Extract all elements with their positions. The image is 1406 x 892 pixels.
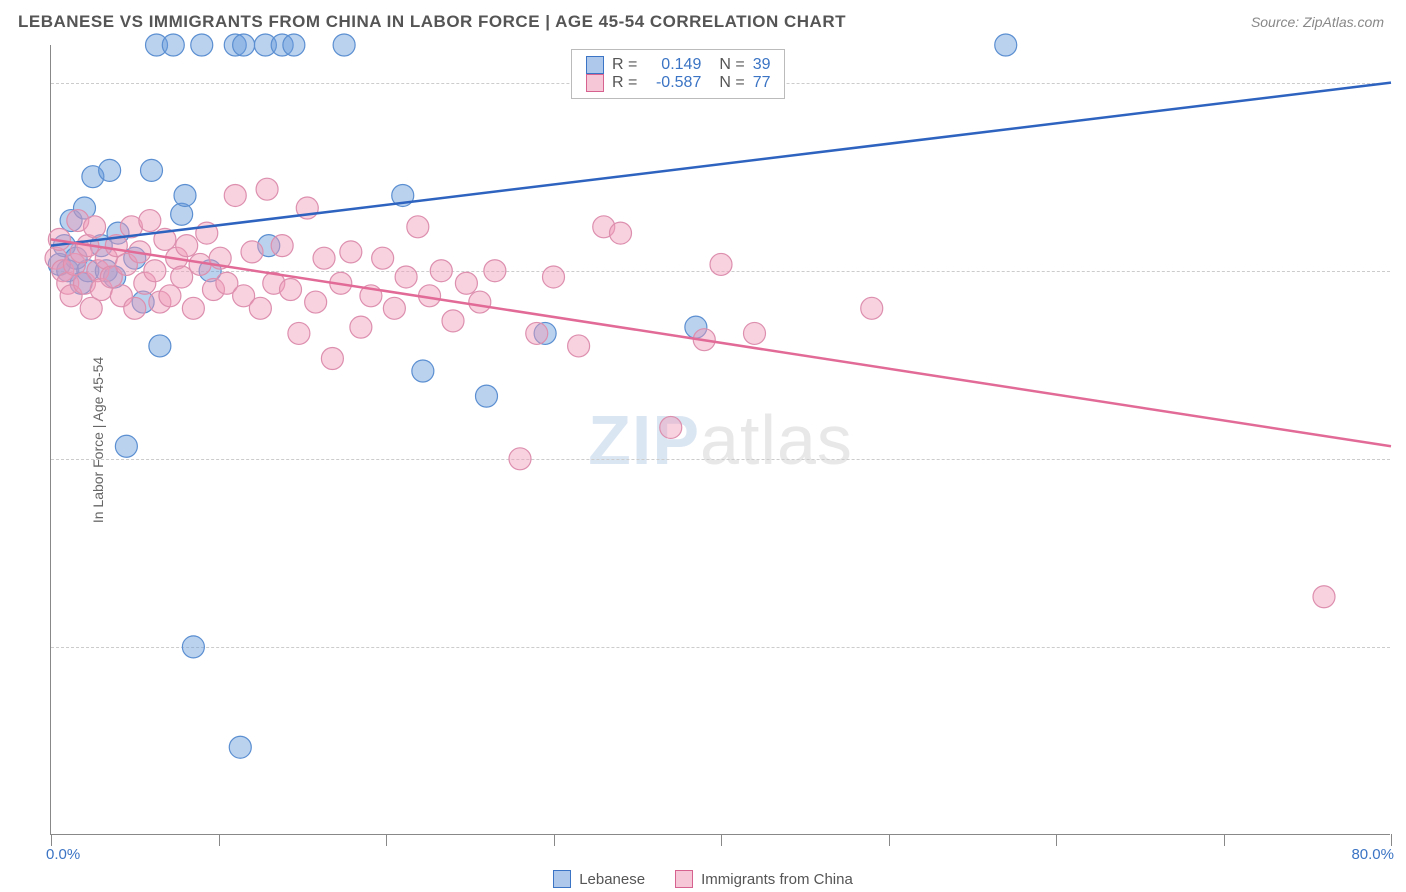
data-point: [176, 235, 198, 257]
data-point: [149, 335, 171, 357]
data-point: [159, 285, 181, 307]
data-point: [476, 385, 498, 407]
data-point: [407, 216, 429, 238]
data-point: [162, 34, 184, 56]
y-tick-label: 70.0%: [1398, 451, 1406, 468]
swatch-icon: [675, 870, 693, 888]
data-point: [249, 297, 271, 319]
x-axis-start-label: 0.0%: [46, 846, 80, 863]
data-point: [610, 222, 632, 244]
data-point: [333, 34, 355, 56]
data-point: [1313, 586, 1335, 608]
data-point: [313, 247, 335, 269]
data-point: [283, 34, 305, 56]
x-tick: [554, 834, 555, 846]
data-point: [484, 260, 506, 282]
data-point: [99, 159, 121, 181]
data-point: [469, 291, 491, 313]
data-point: [861, 297, 883, 319]
x-tick: [1224, 834, 1225, 846]
x-axis-end-label: 80.0%: [1351, 846, 1394, 863]
data-point: [256, 178, 278, 200]
data-point: [442, 310, 464, 332]
data-point: [84, 216, 106, 238]
data-point: [372, 247, 394, 269]
x-tick: [51, 834, 52, 846]
y-tick-label: 55.0%: [1398, 639, 1406, 656]
data-point: [744, 322, 766, 344]
data-point: [710, 253, 732, 275]
y-axis-title: In Labor Force | Age 45-54: [90, 356, 106, 522]
plot-area: ZIPatlas 55.0%70.0%85.0%100.0% R = 0.149…: [50, 45, 1390, 835]
x-tick: [721, 834, 722, 846]
legend-item-lebanese: Lebanese: [553, 870, 645, 888]
data-point: [509, 448, 531, 470]
data-point: [233, 34, 255, 56]
trend-line: [51, 83, 1391, 246]
scatter-layer: [51, 45, 1390, 834]
data-point: [171, 203, 193, 225]
data-point: [144, 260, 166, 282]
x-tick: [1056, 834, 1057, 846]
data-point: [141, 159, 163, 181]
data-point: [383, 297, 405, 319]
data-point: [995, 34, 1017, 56]
data-point: [124, 297, 146, 319]
stats-row-series-1: R = 0.149 N = 39: [586, 56, 770, 74]
source-attribution: Source: ZipAtlas.com: [1251, 14, 1384, 30]
data-point: [430, 260, 452, 282]
data-point: [288, 322, 310, 344]
stats-row-series-2: R = -0.587 N = 77: [586, 74, 770, 92]
swatch-icon: [553, 870, 571, 888]
data-point: [224, 184, 246, 206]
chart-container: ZIPatlas 55.0%70.0%85.0%100.0% R = 0.149…: [50, 45, 1390, 835]
x-tick: [386, 834, 387, 846]
data-point: [395, 266, 417, 288]
legend-item-china: Immigrants from China: [675, 870, 853, 888]
y-tick-label: 85.0%: [1398, 263, 1406, 280]
data-point: [321, 347, 343, 369]
stats-legend-box: R = 0.149 N = 39 R = -0.587 N = 77: [571, 49, 785, 99]
data-point: [568, 335, 590, 357]
data-point: [229, 736, 251, 758]
y-tick-label: 100.0%: [1398, 75, 1406, 92]
data-point: [191, 34, 213, 56]
x-tick: [889, 834, 890, 846]
data-point: [305, 291, 327, 313]
data-point: [350, 316, 372, 338]
data-point: [171, 266, 193, 288]
data-point: [139, 210, 161, 232]
data-point: [271, 235, 293, 257]
data-point: [455, 272, 477, 294]
chart-title: LEBANESE VS IMMIGRANTS FROM CHINA IN LAB…: [18, 12, 846, 32]
data-point: [241, 241, 263, 263]
bottom-legend: Lebanese Immigrants from China: [0, 870, 1406, 888]
data-point: [340, 241, 362, 263]
swatch-icon: [586, 74, 604, 92]
data-point: [280, 279, 302, 301]
data-point: [115, 435, 137, 457]
data-point: [182, 297, 204, 319]
x-tick: [219, 834, 220, 846]
data-point: [526, 322, 548, 344]
x-tick: [1391, 834, 1392, 846]
data-point: [412, 360, 434, 382]
data-point: [660, 416, 682, 438]
swatch-icon: [586, 56, 604, 74]
data-point: [543, 266, 565, 288]
data-point: [174, 184, 196, 206]
data-point: [182, 636, 204, 658]
